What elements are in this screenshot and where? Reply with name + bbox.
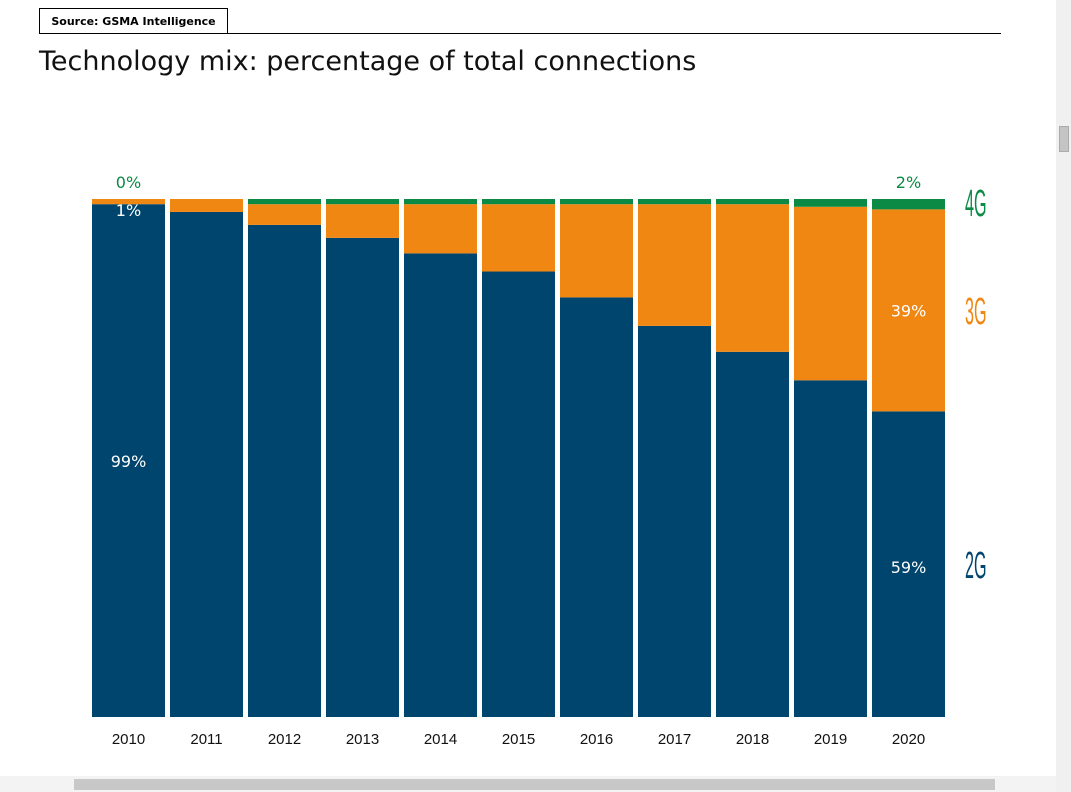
bar-4G-2019 [794, 199, 867, 207]
bar-3G-2018 [716, 204, 789, 352]
bar-2G-2016 [560, 297, 633, 717]
x-tick-label-2017: 2017 [658, 731, 691, 748]
bar-4G-2014 [404, 199, 477, 205]
data-label-4G-2010: 0% [116, 173, 141, 192]
bar-3G-2017 [638, 204, 711, 326]
bar-4G-2013 [326, 199, 399, 205]
x-tick-label-2016: 2016 [580, 731, 613, 748]
bar-2G-2017 [638, 325, 711, 717]
x-tick-label-2019: 2019 [814, 731, 847, 748]
x-tick-label-2010: 2010 [112, 731, 145, 748]
bar-3G-2011 [170, 199, 243, 212]
chart-title: Technology mix: percentage of total conn… [39, 46, 697, 77]
bar-4G-2016 [560, 199, 633, 205]
x-tick-label-2014: 2014 [424, 731, 457, 748]
bar-2G-2010 [92, 204, 165, 717]
data-label-2G-2020: 59% [891, 558, 927, 577]
vertical-scrollbar-thumb[interactable] [1059, 126, 1069, 152]
data-label-3G-2020: 39% [891, 301, 927, 320]
legend-item-4G: 4G [965, 183, 987, 225]
bar-3G-2015 [482, 204, 555, 272]
bar-2G-2020 [872, 411, 945, 717]
bar-3G-2012 [248, 204, 321, 225]
legend-item-2G: 2G [965, 545, 987, 587]
top-rule [228, 33, 1001, 34]
bar-2G-2012 [248, 224, 321, 717]
data-label-3G-2010: 1% [116, 201, 141, 220]
source-label: Source: GSMA Intelligence [39, 8, 228, 34]
legend-label-2G: 2G [965, 545, 987, 587]
bar-2G-2013 [326, 237, 399, 717]
data-label-2G-2010: 99% [111, 452, 147, 471]
bar-2G-2015 [482, 271, 555, 717]
bar-4G-2012 [248, 199, 321, 205]
bar-2G-2018 [716, 351, 789, 717]
x-tick-label-2012: 2012 [268, 731, 301, 748]
bar-4G-2017 [638, 199, 711, 205]
bar-4G-2020 [872, 199, 945, 210]
bar-2G-2014 [404, 253, 477, 717]
vertical-scrollbar[interactable] [1056, 0, 1071, 792]
x-tick-label-2011: 2011 [190, 731, 222, 748]
horizontal-scrollbar-thumb[interactable] [74, 779, 995, 790]
bar-3G-2019 [794, 206, 867, 381]
data-label-4G-2020: 2% [896, 173, 921, 192]
bar-2G-2011 [170, 211, 243, 717]
bar-4G-2018 [716, 199, 789, 205]
bar-2G-2019 [794, 380, 867, 717]
bar-3G-2013 [326, 204, 399, 238]
x-tick-label-2015: 2015 [502, 731, 535, 748]
bar-4G-2015 [482, 199, 555, 205]
x-tick-label-2018: 2018 [736, 731, 769, 748]
legend-label-4G: 4G [965, 183, 987, 225]
legend-label-3G: 3G [965, 291, 987, 333]
bar-3G-2020 [872, 209, 945, 412]
x-tick-label-2013: 2013 [346, 731, 379, 748]
bar-3G-2010 [92, 199, 165, 205]
legend-item-3G: 3G [965, 291, 987, 333]
bar-3G-2016 [560, 204, 633, 298]
bar-3G-2014 [404, 204, 477, 254]
x-tick-label-2020: 2020 [892, 731, 925, 748]
